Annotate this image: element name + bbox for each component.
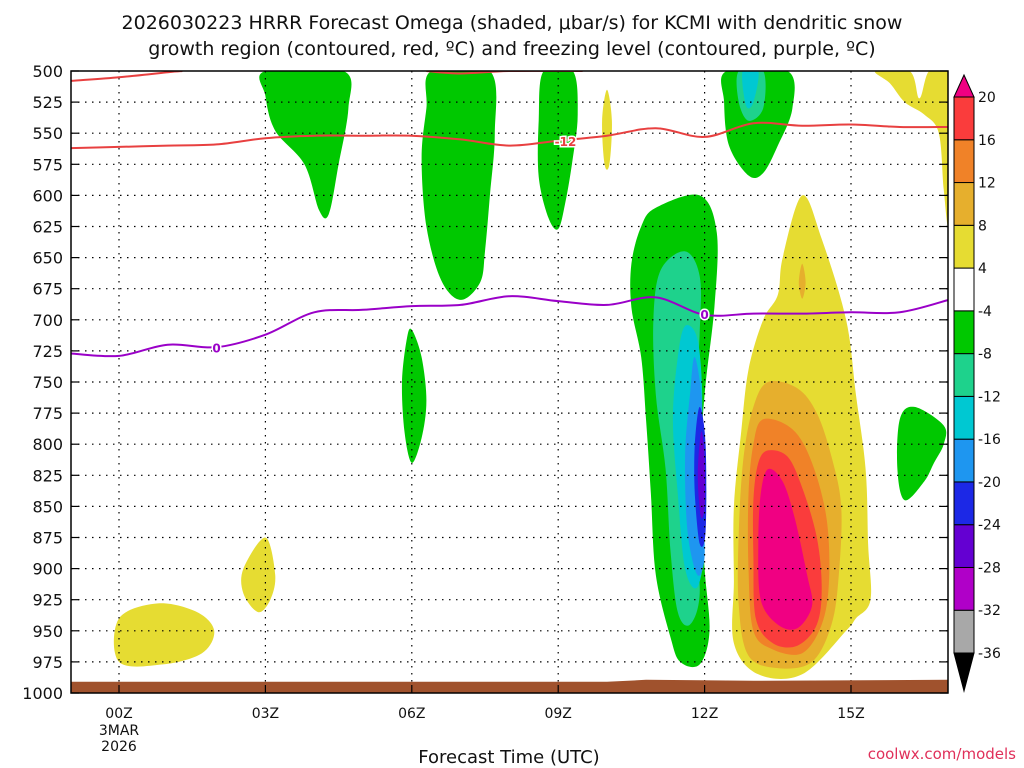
colorbar-label--12: -12 (978, 389, 1001, 405)
colorbar-bin--28-to--24 (953, 524, 975, 568)
xtick-label-06Z: 06Z (398, 706, 425, 722)
dgz-contour-line-2 (426, 71, 583, 75)
ytick-label-925: 925 (32, 591, 63, 610)
dgz-contour-line-0 (71, 121, 948, 150)
ytick-label-575: 575 (32, 155, 63, 174)
ytick-label-750: 750 (32, 373, 63, 392)
xtick-label-12Z: 12Z (691, 706, 718, 722)
freezing-contour-line-0 (71, 295, 948, 358)
ytick-label-825: 825 (32, 466, 63, 485)
colorbar-label-8: 8 (978, 218, 987, 234)
xtick-label-03Z: 03Z (252, 706, 279, 722)
ytick-label-500: 500 (32, 62, 63, 81)
chart-title-line-1: 2026030223 HRRR Forecast Omega (shaded, … (122, 12, 903, 34)
ytick-label-700: 700 (32, 311, 63, 330)
ytick-label-600: 600 (32, 186, 63, 205)
colorbar-label--4: -4 (978, 304, 992, 320)
ytick-label-875: 875 (32, 529, 63, 548)
colorbar-bin--24-to--20 (953, 481, 975, 526)
omega-region-yellow-corner (874, 71, 948, 226)
ytick-label-550: 550 (32, 124, 63, 143)
ytick-label-775: 775 (32, 404, 63, 423)
xtick-sublabel-00Z-1: 2026 (101, 739, 137, 755)
colorbar-bin-12-to-16 (953, 139, 975, 184)
ytick-label-650: 650 (32, 249, 63, 268)
omega-region-yellow-left-bottom (113, 603, 215, 667)
omega-region-cyan-top-12z (742, 71, 759, 109)
colorbar-bin--12-to--8 (953, 353, 975, 397)
y-axis: 500 525 550 575 600 625 650 675 700 725 750 775 800 8… (22, 62, 948, 703)
colorbar-bin-16-to-20 (953, 96, 975, 141)
colorbar-bin-8-to-12 (953, 182, 975, 226)
omega-region-green-upper-06z (421, 71, 497, 300)
omega-region-green-upper-03z (259, 71, 352, 219)
colorbar-label-16: 16 (978, 133, 996, 149)
colorbar-bin--32-to--28 (953, 566, 975, 611)
colorbar-bin-4-to-8 (953, 224, 975, 269)
ytick-label-525: 525 (32, 93, 63, 112)
ground-surface (71, 679, 948, 693)
xtick-label-09Z: 09Z (544, 706, 571, 722)
ytick-label-675: 675 (32, 280, 63, 299)
colorbar-label--8: -8 (978, 347, 992, 363)
colorbar-label-4: 4 (978, 261, 987, 277)
ytick-label-850: 850 (32, 497, 63, 516)
credit-link[interactable]: coolwx.com/models (868, 745, 1016, 763)
omega-region-green-upper-09z (537, 71, 578, 230)
omega-region-yellow-streak-10z (602, 89, 612, 170)
freezing-contour-label-0-0: 0 (212, 341, 220, 355)
colorbar-label--28: -28 (978, 560, 1001, 576)
colorbar-arrow-top (953, 73, 975, 98)
chart-title-line-2: growth region (contoured, red, ºC) and f… (148, 38, 875, 60)
ytick-label-625: 625 (32, 218, 63, 237)
ytick-label-975: 975 (32, 653, 63, 672)
ytick-label-1000: 1000 (22, 684, 63, 703)
grid (71, 71, 948, 693)
ground-band (71, 679, 948, 693)
colorbar-label-12: 12 (978, 176, 996, 192)
contours: -12 0 0 (71, 71, 948, 358)
freezing-contour-label-0-1: 0 (700, 308, 708, 322)
colorbar-label--32: -32 (978, 603, 1001, 619)
omega-region-yellow-blob-03z (241, 537, 276, 613)
dgz-contour-line-1 (71, 71, 183, 82)
colorbar-bin--8-to--4 (953, 310, 975, 355)
x-axis-label: Forecast Time (UTC) (418, 747, 599, 768)
xtick-label-00Z: 00Z (105, 706, 132, 722)
colorbar-arrow-bottom (953, 652, 975, 693)
colorbar-label--20: -20 (978, 475, 1001, 491)
colorbar-bin--4-to-4 (953, 267, 975, 312)
omega-region-green-right (896, 406, 947, 501)
dgz-contour-label-0-0: -12 (555, 135, 577, 149)
colorbar-label-20: 20 (978, 90, 996, 106)
ytick-label-725: 725 (32, 342, 63, 361)
omega-region-green-mid-06z (401, 328, 427, 463)
omega-shading (113, 71, 948, 680)
colorbar-label--16: -16 (978, 432, 1001, 448)
ytick-label-900: 900 (32, 560, 63, 579)
ytick-label-800: 800 (32, 435, 63, 454)
omega-region-gold-small-14z (798, 263, 806, 299)
xtick-sublabel-00Z-0: 3MAR (99, 723, 140, 739)
omega-region-magenta-main (758, 468, 813, 630)
colorbar-label--36: -36 (978, 646, 1001, 662)
colorbar-bin--20-to--16 (953, 438, 975, 483)
colorbar-bin--36-to--32 (953, 609, 975, 654)
colorbar-label--24: -24 (978, 518, 1001, 534)
xtick-label-15Z: 15Z (837, 706, 864, 722)
colorbar-bin--16-to--12 (953, 395, 975, 440)
colorbar: -36 -32 -28 -24 -20 -16 -12 -8 -4 4 8 12 16 20 (953, 73, 1001, 693)
ytick-label-950: 950 (32, 622, 63, 641)
